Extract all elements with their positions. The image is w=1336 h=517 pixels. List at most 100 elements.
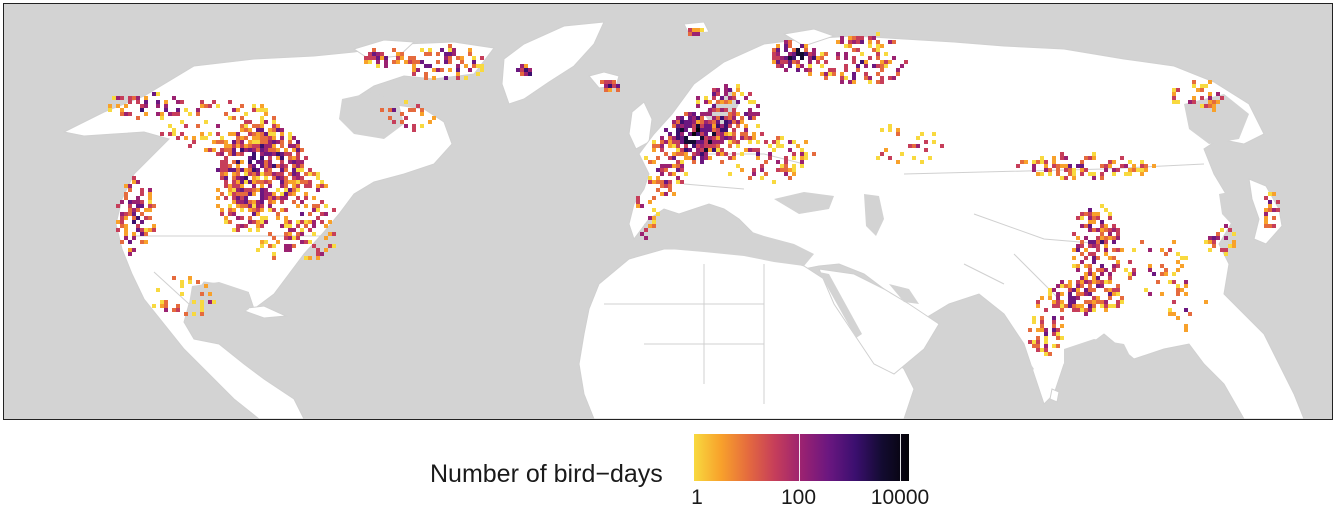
occurrence-cell [1032,320,1036,324]
occurrence-cell [1076,164,1080,168]
occurrence-cell [248,168,252,172]
occurrence-cell [676,132,680,136]
occurrence-cell [864,64,868,68]
occurrence-cell [1088,216,1092,220]
occurrence-cell [240,204,244,208]
occurrence-cell [464,64,468,68]
occurrence-cell [1092,296,1096,300]
occurrence-cell [1184,308,1188,312]
occurrence-cell [1116,284,1120,288]
occurrence-cell [480,56,484,60]
occurrence-cell [912,144,916,148]
occurrence-cell [1036,160,1040,164]
occurrence-cell [312,220,316,224]
occurrence-cell [924,140,928,144]
occurrence-cell [124,184,128,188]
occurrence-cell [1160,248,1164,252]
occurrence-cell [448,48,452,52]
occurrence-cell [776,44,780,48]
occurrence-cell [1176,284,1180,288]
occurrence-cell [332,244,336,248]
occurrence-cell [732,116,736,120]
occurrence-cell [304,256,308,260]
arabian-sea [939,329,1034,394]
occurrence-cell [1048,172,1052,176]
occurrence-cell [1148,268,1152,272]
occurrence-cell [876,56,880,60]
occurrence-cell [1188,100,1192,104]
occurrence-cell [108,104,112,108]
occurrence-cell [736,84,740,88]
occurrence-cell [424,52,428,56]
occurrence-cell [880,68,884,72]
occurrence-cell [712,88,716,92]
occurrence-cell [776,60,780,64]
occurrence-cell [216,132,220,136]
occurrence-cell [460,56,464,60]
occurrence-cell [1192,100,1196,104]
occurrence-cell [124,228,128,232]
occurrence-cell [792,156,796,160]
occurrence-cell [732,152,736,156]
occurrence-cell [1100,232,1104,236]
occurrence-cell [232,116,236,120]
occurrence-cell [880,128,884,132]
occurrence-cell [448,68,452,72]
occurrence-cell [328,232,332,236]
occurrence-cell [732,140,736,144]
occurrence-cell [524,64,528,68]
occurrence-cell [304,204,308,208]
occurrence-cell [1116,232,1120,236]
occurrence-cell [672,144,676,148]
occurrence-cell [184,312,188,316]
occurrence-cell [680,168,684,172]
legend-tick-label: 10000 [870,486,930,509]
occurrence-cell [524,72,528,76]
occurrence-cell [872,48,876,52]
occurrence-cell [1112,172,1116,176]
occurrence-cell [740,120,744,124]
occurrence-cell [148,208,152,212]
occurrence-cell [660,184,664,188]
occurrence-cell [1100,224,1104,228]
occurrence-cell [280,196,284,200]
occurrence-cell [724,84,728,88]
occurrence-cell [1268,224,1272,228]
occurrence-cell [724,136,728,140]
occurrence-cell [1084,256,1088,260]
occurrence-cell [1148,264,1152,268]
occurrence-cell [280,144,284,148]
occurrence-cell [1124,268,1128,272]
occurrence-cell [856,68,860,72]
occurrence-cell [720,136,724,140]
occurrence-cell [1184,292,1188,296]
occurrence-cell [1048,352,1052,356]
occurrence-cell [1112,292,1116,296]
occurrence-cell [1092,156,1096,160]
occurrence-cell [132,248,136,252]
occurrence-cell [680,148,684,152]
occurrence-cell [204,136,208,140]
occurrence-cell [788,176,792,180]
occurrence-cell [800,52,804,56]
occurrence-cell [700,160,704,164]
occurrence-cell [668,136,672,140]
map-panel[interactable] [3,3,1333,420]
occurrence-cell [724,152,728,156]
world-map[interactable] [4,4,1332,419]
occurrence-cell [736,112,740,116]
occurrence-cell [288,192,292,196]
occurrence-cell [232,212,236,216]
occurrence-cell [1092,252,1096,256]
occurrence-cell [316,188,320,192]
occurrence-cell [1076,284,1080,288]
occurrence-cell [268,128,272,132]
occurrence-cell [232,180,236,184]
occurrence-cell [636,196,640,200]
occurrence-cell [920,160,924,164]
occurrence-cell [316,176,320,180]
occurrence-cell [400,56,404,60]
occurrence-cell [1208,248,1212,252]
occurrence-cell [248,192,252,196]
occurrence-cell [528,68,532,72]
